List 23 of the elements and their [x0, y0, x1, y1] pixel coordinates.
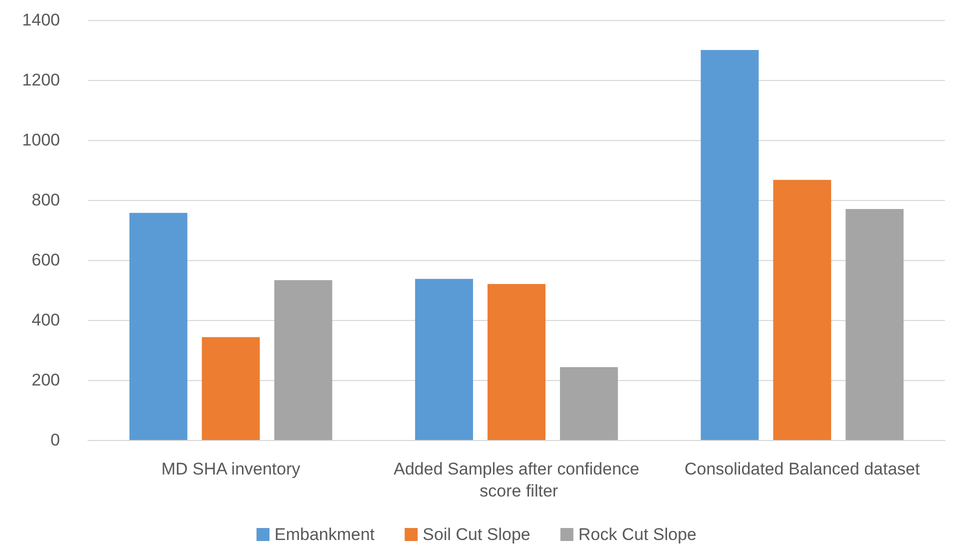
y-tick-label: 800: [32, 190, 60, 210]
legend-label: Rock Cut Slope: [578, 525, 697, 544]
bar: [773, 180, 832, 440]
bar: [560, 367, 618, 440]
bar: [415, 278, 474, 440]
y-tick-label: 1400: [22, 10, 60, 30]
y-tick-label: 1000: [22, 130, 60, 150]
legend-label: Embankment: [274, 525, 375, 544]
y-tick-label: 0: [50, 430, 60, 450]
y-tick-label: 200: [32, 370, 60, 390]
bar: [274, 280, 332, 440]
y-tick-label: 600: [32, 250, 60, 270]
bar: [202, 337, 260, 440]
bar: [846, 209, 904, 440]
y-tick-label: 1200: [22, 70, 60, 90]
x-tick-label: Added Samples after confidence score filter: [394, 460, 640, 500]
y-tick-label: 400: [32, 310, 60, 330]
bar: [700, 50, 759, 440]
bar: [488, 284, 546, 440]
x-tick-label: Consolidated Balanced dataset: [684, 460, 920, 478]
legend-label: Soil Cut Slope: [422, 525, 530, 544]
bar: [129, 212, 188, 440]
x-tick-label: MD SHA inventory: [161, 460, 301, 478]
